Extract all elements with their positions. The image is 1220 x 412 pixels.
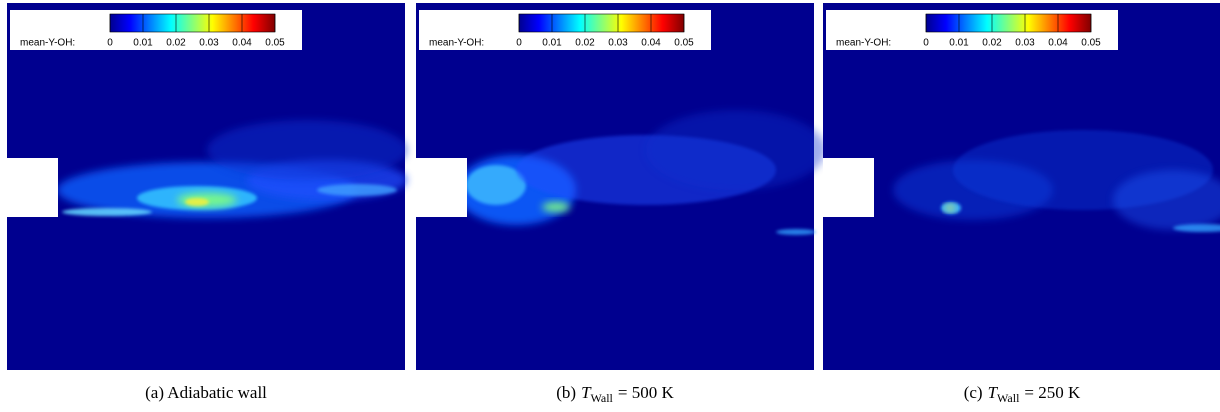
flow-structure <box>466 165 526 205</box>
colorbar-gradient <box>925 13 1092 33</box>
colorbar-tick-label: 0.01 <box>542 38 562 49</box>
caption: (b) TWall = 500 K <box>556 383 674 405</box>
caption-label: (a) Adiabatic wall <box>145 383 267 402</box>
flow-structures <box>456 110 826 235</box>
colorbar-tick-label: 0.02 <box>166 38 186 49</box>
flow-structure <box>62 208 152 216</box>
flow-structure <box>185 198 209 206</box>
colorbar-tick-label: 0.03 <box>1015 38 1035 49</box>
colorbar-tick-label: 0.02 <box>982 38 1002 49</box>
colorbar-tick-label: 0 <box>107 38 113 49</box>
step-wall <box>823 158 874 217</box>
step-wall <box>416 158 467 217</box>
colorbar-tick-label: 0 <box>923 38 929 49</box>
panel: mean-Y-OH: 0 0.01 0.02 0.03 0.04 0.05 (a) Adiab… <box>7 3 407 402</box>
colorbar-tick-label: 0.04 <box>1048 38 1068 49</box>
flow-structures <box>893 130 1220 232</box>
colorbar-tick-label: 0.02 <box>575 38 595 49</box>
flow-structure <box>646 110 826 190</box>
caption-label: (c) <box>964 383 983 402</box>
caption-subscript: Wall <box>591 391 614 405</box>
step-wall <box>7 158 58 217</box>
colorbar-label: mean-Y-OH: <box>20 38 75 49</box>
colorbar: mean-Y-OH: 0 0.01 0.02 0.03 0.04 0.05 <box>10 10 302 50</box>
caption-symbol: T <box>581 383 592 402</box>
colorbar-tick-label: 0.05 <box>674 38 694 49</box>
flow-structure <box>317 184 397 196</box>
caption-rest: = 250 K <box>1024 383 1081 402</box>
colorbar-label: mean-Y-OH: <box>429 38 484 49</box>
flow-structure <box>1173 224 1220 232</box>
caption-symbol: T <box>988 383 999 402</box>
colorbar: mean-Y-OH: 0 0.01 0.02 0.03 0.04 0.05 <box>826 10 1118 50</box>
caption-subscript: Wall <box>997 391 1020 405</box>
colorbar-tick-label: 0 <box>516 38 522 49</box>
colorbar-tick-label: 0.01 <box>133 38 153 49</box>
flow-structure <box>207 120 407 180</box>
flow-structure <box>946 205 954 211</box>
colorbar-tick-label: 0.05 <box>265 38 285 49</box>
colorbar-gradient <box>109 13 276 33</box>
colorbar-tick-label: 0.04 <box>641 38 661 49</box>
flow-structures <box>57 120 407 218</box>
panel: mean-Y-OH: 0 0.01 0.02 0.03 0.04 0.05 (c) TWall =… <box>823 3 1220 405</box>
flow-structure <box>542 202 570 212</box>
colorbar-tick-label: 0.03 <box>199 38 219 49</box>
colorbar-tick-label: 0.05 <box>1081 38 1101 49</box>
colorbar-gradient <box>518 13 685 33</box>
flow-structure <box>1113 170 1220 230</box>
panel: mean-Y-OH: 0 0.01 0.02 0.03 0.04 0.05 (b) TWall =… <box>416 3 826 405</box>
caption-rest: = 500 K <box>618 383 675 402</box>
colorbar-tick-label: 0.03 <box>608 38 628 49</box>
caption-label: (b) <box>556 383 576 402</box>
colorbar-tick-label: 0.01 <box>949 38 969 49</box>
flow-structure <box>776 229 816 235</box>
colorbar-tick-label: 0.04 <box>232 38 252 49</box>
caption: (a) Adiabatic wall <box>145 383 267 402</box>
colorbar: mean-Y-OH: 0 0.01 0.02 0.03 0.04 0.05 <box>419 10 711 50</box>
colorbar-label: mean-Y-OH: <box>836 38 891 49</box>
caption: (c) TWall = 250 K <box>964 383 1081 405</box>
